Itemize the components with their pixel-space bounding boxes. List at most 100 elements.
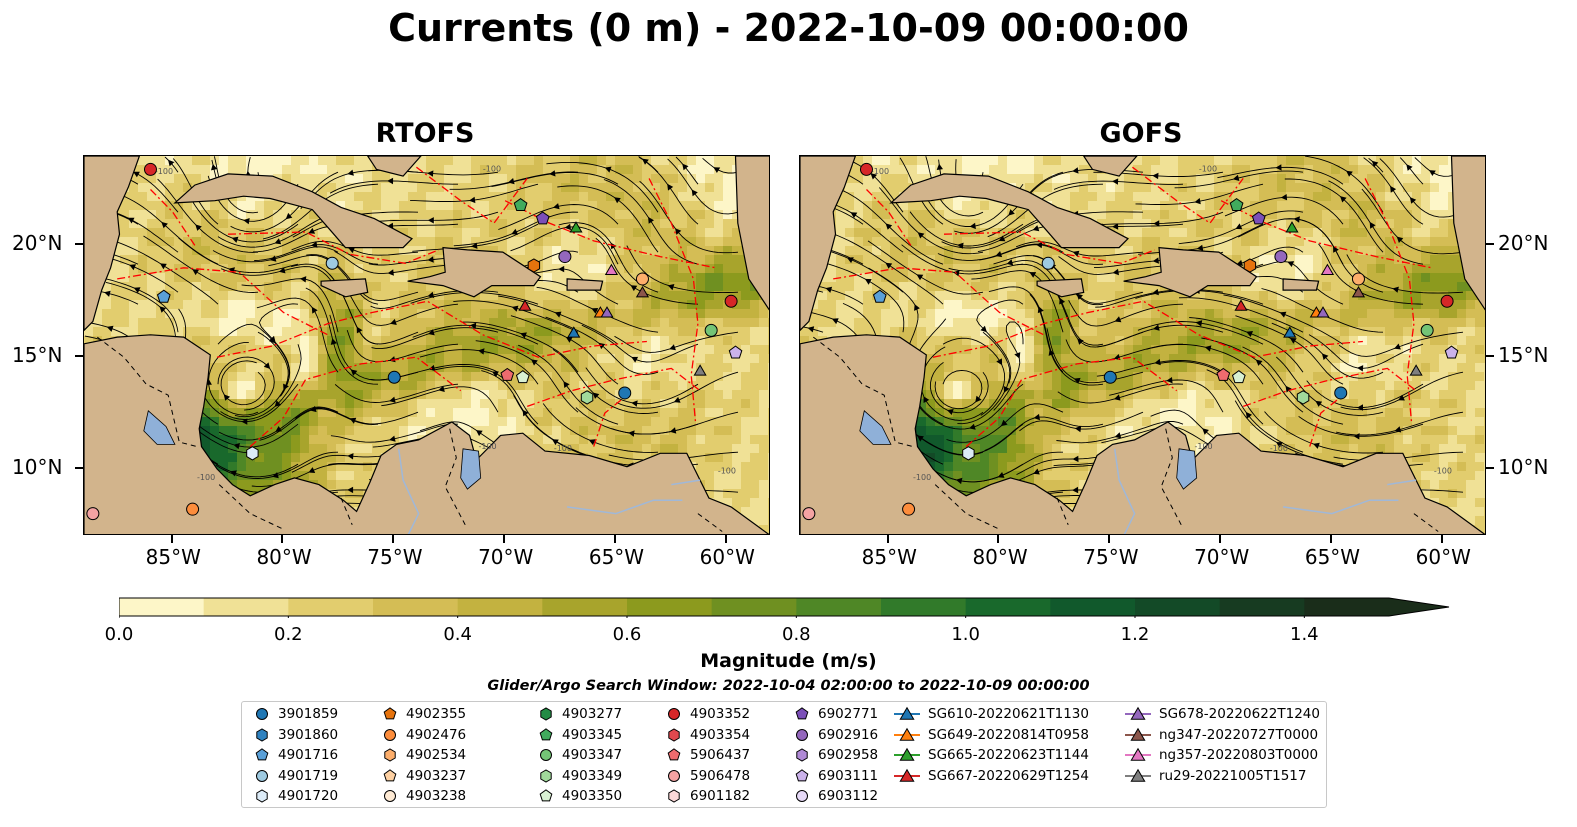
legend-symbol[interactable] — [256, 708, 268, 720]
legend-symbol[interactable] — [899, 727, 915, 741]
platform-marker[interactable] — [600, 306, 614, 318]
platform-marker[interactable] — [1243, 258, 1257, 273]
legend-symbol[interactable] — [1130, 706, 1146, 720]
platform-marker[interactable] — [1420, 323, 1434, 337]
platform-marker[interactable] — [1251, 211, 1266, 225]
legend-symbol[interactable] — [796, 728, 808, 741]
platform-marker[interactable] — [1274, 250, 1288, 264]
map-canvas[interactable]: -100 -100-100-100-100-100 — [84, 156, 770, 535]
legend-symbol[interactable] — [256, 789, 268, 803]
platform-marker[interactable] — [872, 289, 887, 303]
legend-symbol[interactable] — [540, 707, 552, 721]
legend-entry: 4901720 — [254, 786, 338, 806]
platform-marker[interactable] — [635, 272, 649, 286]
legend-symbol[interactable] — [668, 708, 680, 720]
legend-symbol[interactable] — [667, 748, 681, 761]
legend-symbol[interactable] — [384, 748, 396, 762]
platform-marker[interactable] — [518, 299, 532, 311]
platform-marker[interactable] — [1283, 326, 1297, 338]
legend-symbol[interactable] — [899, 768, 915, 782]
legend-symbol[interactable] — [796, 748, 808, 762]
platform-marker[interactable] — [1234, 299, 1248, 311]
legend-swatch — [1125, 727, 1151, 741]
platform-marker[interactable] — [527, 258, 541, 273]
platform-marker[interactable] — [1444, 345, 1459, 359]
platform-marker[interactable] — [387, 370, 401, 384]
svg-text:-100: -100 — [718, 466, 736, 475]
platform-marker[interactable] — [962, 446, 975, 461]
legend-symbol[interactable] — [1130, 747, 1146, 761]
platform-marker[interactable] — [558, 250, 572, 264]
platform-marker[interactable] — [1285, 221, 1299, 233]
platform-marker[interactable] — [1320, 263, 1335, 275]
legend-symbol[interactable] — [383, 768, 397, 781]
observation-markers[interactable] — [86, 162, 743, 521]
legend-symbol[interactable] — [1130, 768, 1146, 782]
legend-symbol[interactable] — [795, 707, 809, 720]
legend-symbol[interactable] — [668, 789, 680, 803]
legend-symbol[interactable] — [383, 707, 397, 720]
legend-swatch — [894, 727, 920, 741]
gofs-map[interactable]: -100 -100 -100 -100 -100 -100 — [799, 155, 1486, 535]
platform-marker[interactable] — [1334, 386, 1348, 400]
legend-symbol[interactable] — [384, 728, 396, 741]
platform-marker[interactable] — [1041, 256, 1055, 270]
legend-symbol[interactable] — [539, 789, 553, 802]
legend-symbol[interactable] — [795, 768, 809, 781]
platform-marker[interactable] — [728, 345, 743, 359]
map-canvas[interactable]: -100 -100-100-100-100-100 — [800, 156, 1486, 535]
platform-marker[interactable] — [604, 263, 619, 275]
platform-marker[interactable] — [693, 364, 707, 376]
legend-symbol[interactable] — [1130, 727, 1146, 741]
legend-symbol[interactable] — [384, 790, 396, 802]
legend-label: 4903350 — [562, 788, 623, 804]
platform-marker[interactable] — [143, 162, 157, 176]
platform-marker[interactable] — [802, 507, 816, 521]
legend-symbol[interactable] — [899, 706, 915, 720]
platform-marker[interactable] — [1296, 390, 1310, 405]
platform-marker[interactable] — [635, 286, 650, 298]
legend-symbol[interactable] — [796, 790, 808, 802]
platform-marker[interactable] — [567, 326, 581, 338]
platform-marker[interactable] — [724, 294, 738, 308]
platform-marker[interactable] — [186, 502, 200, 516]
platform-marker[interactable] — [580, 390, 594, 405]
platform-marker[interactable] — [1103, 370, 1117, 384]
legend-symbol[interactable] — [256, 769, 268, 782]
platform-marker[interactable] — [156, 289, 171, 303]
platform-marker[interactable] — [515, 370, 530, 384]
platform-marker[interactable] — [1440, 294, 1454, 308]
observation-markers[interactable] — [802, 162, 1459, 521]
platform-marker[interactable] — [246, 446, 259, 461]
colorbar-bin — [203, 598, 289, 616]
x-tick-label: 65°W — [588, 545, 645, 569]
legend-symbol[interactable] — [540, 749, 552, 761]
platform-marker[interactable] — [1316, 306, 1330, 318]
platform-marker[interactable] — [902, 502, 916, 516]
platform-marker[interactable] — [500, 367, 515, 381]
legend-symbol[interactable] — [668, 727, 680, 742]
colorbar-tick-label: 1.4 — [1290, 624, 1319, 645]
platform-marker[interactable] — [1231, 370, 1246, 384]
platform-marker[interactable] — [86, 507, 100, 521]
legend-symbol[interactable] — [899, 747, 915, 761]
platform-marker[interactable] — [569, 221, 583, 233]
legend-symbol[interactable] — [668, 769, 680, 782]
platform-marker[interactable] — [618, 386, 632, 400]
platform-marker[interactable] — [859, 162, 873, 176]
platform-marker[interactable] — [325, 256, 339, 270]
platform-marker[interactable] — [513, 197, 528, 211]
legend-symbol[interactable] — [256, 727, 268, 742]
platform-marker[interactable] — [1229, 197, 1244, 211]
legend-swatch — [668, 789, 680, 803]
platform-marker[interactable] — [1409, 364, 1423, 376]
legend-symbol[interactable] — [540, 768, 552, 783]
platform-marker[interactable] — [704, 323, 718, 337]
platform-marker[interactable] — [1216, 367, 1231, 381]
legend-symbol[interactable] — [255, 748, 269, 761]
platform-marker[interactable] — [1351, 286, 1366, 298]
legend-symbol[interactable] — [539, 727, 553, 740]
rtofs-map[interactable]: -100 -100 -100 -100 -100 -100 — [83, 155, 770, 535]
platform-marker[interactable] — [535, 211, 550, 225]
platform-marker[interactable] — [1351, 272, 1365, 286]
